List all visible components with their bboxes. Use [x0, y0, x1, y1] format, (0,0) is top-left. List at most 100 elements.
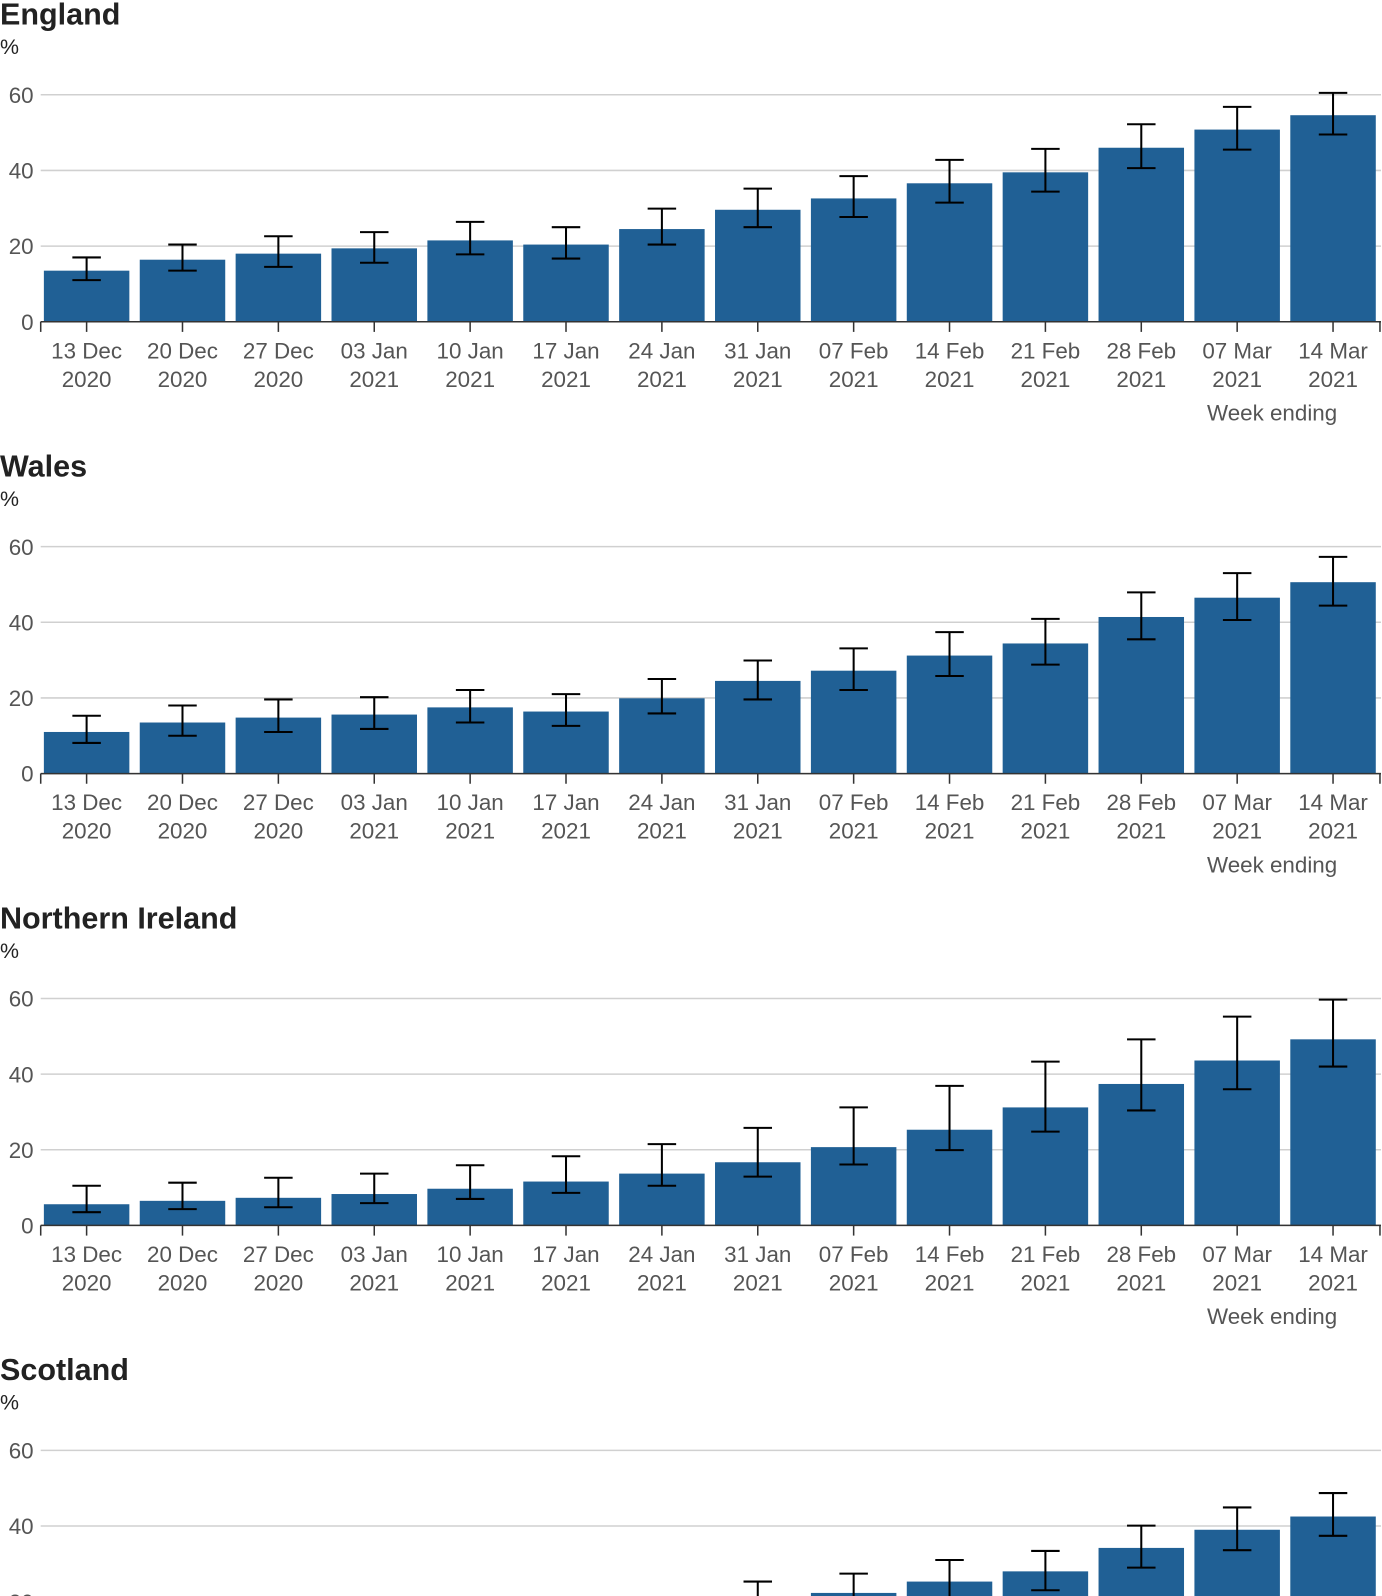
x-tick-label: 28 Feb 2021: [1106, 790, 1176, 843]
x-tick-label: 28 Feb 2021: [1106, 1242, 1176, 1295]
error-bar: [168, 1181, 197, 1211]
x-tick-line: 24 Jan: [628, 1242, 695, 1267]
x-tick-label: 03 Jan 2021: [341, 790, 408, 843]
x-tick-line: 2021: [733, 1271, 783, 1296]
x-tick-line: 13 Dec: [51, 1242, 122, 1267]
bar: [1194, 129, 1280, 322]
x-tick-label: 07 Feb 2021: [819, 338, 889, 391]
x-tick-line: 24 Jan: [628, 338, 695, 363]
x-tick-line: 2021: [445, 367, 495, 392]
x-tick-label: 13 Dec 2020: [51, 338, 122, 391]
x-tick-label: 14 Mar 2021: [1298, 338, 1368, 391]
x-axis-label: Week ending: [1207, 1304, 1337, 1329]
x-tick-label: 24 Jan 2021: [628, 338, 695, 391]
error-bar: [1127, 591, 1156, 641]
x-tick-line: 10 Jan: [437, 1242, 504, 1267]
x-tick-line: 31 Jan: [724, 338, 791, 363]
x-tick-label: 13 Dec 2020: [51, 1242, 122, 1295]
x-tick-line: 2021: [637, 1271, 687, 1296]
error-bar: [1127, 1524, 1156, 1569]
y-axis-label: %: [0, 939, 19, 963]
x-tick-line: 07 Feb: [819, 338, 889, 363]
y-tick-label: 40: [9, 159, 34, 184]
error-bar: [935, 1558, 964, 1596]
y-axis-label: %: [0, 1391, 19, 1415]
x-axis-label: Week ending: [1207, 852, 1337, 877]
x-tick-line: 07 Feb: [819, 790, 889, 815]
x-tick-line: 2021: [1308, 1271, 1358, 1296]
y-tick-label: 60: [9, 987, 34, 1012]
y-tick-label: 20: [9, 234, 34, 259]
x-tick-label: 07 Feb 2021: [819, 1242, 889, 1295]
error-bar: [647, 677, 677, 715]
error-bar: [743, 187, 773, 229]
x-tick-label: 20 Dec 2020: [147, 1242, 218, 1295]
y-tick-label: 0: [21, 762, 33, 787]
error-bar: [1318, 91, 1348, 136]
error-bar: [168, 243, 197, 272]
x-tick-line: 2020: [158, 367, 208, 392]
x-tick-label: 14 Mar 2021: [1298, 790, 1368, 843]
x-tick-line: 03 Jan: [341, 338, 408, 363]
x-tick-line: 10 Jan: [437, 338, 504, 363]
x-tick-line: 13 Dec: [51, 790, 122, 815]
y-axis-label: %: [0, 35, 19, 59]
x-tick-line: 2021: [733, 367, 783, 392]
error-bar: [1031, 617, 1060, 666]
x-tick-line: 17 Jan: [532, 1242, 599, 1267]
x-tick-line: 14 Feb: [915, 338, 985, 363]
x-tick-line: 31 Jan: [724, 790, 791, 815]
x-tick-label: 31 Jan 2021: [724, 790, 791, 843]
y-tick-label: 20: [9, 1138, 34, 1163]
x-tick-line: 2021: [1116, 819, 1166, 844]
x-tick-line: 21 Feb: [1011, 338, 1081, 363]
x-tick-line: 2020: [158, 1271, 208, 1296]
error-bar: [360, 1172, 389, 1205]
x-tick-label: 14 Feb 2021: [915, 1242, 985, 1295]
bar: [1002, 172, 1089, 322]
x-tick-line: 2021: [541, 819, 591, 844]
x-tick-line: 2021: [637, 819, 687, 844]
error-bar: [72, 256, 101, 282]
x-tick-line: 20 Dec: [147, 1242, 218, 1267]
error-bar: [1031, 147, 1060, 193]
x-tick-line: 20 Dec: [147, 790, 218, 815]
bar: [1290, 1039, 1376, 1226]
error-bar: [647, 207, 677, 246]
error-bar: [743, 1580, 773, 1596]
x-tick-line: 13 Dec: [51, 338, 122, 363]
x-tick-line: 2021: [829, 367, 879, 392]
x-tick-line: 03 Jan: [341, 790, 408, 815]
bar: [1098, 616, 1185, 774]
error-bar: [264, 698, 293, 733]
error-bar: [168, 704, 197, 737]
x-tick-label: 20 Dec 2020: [147, 338, 218, 391]
x-tick-line: 27 Dec: [243, 338, 314, 363]
error-bar: [360, 696, 389, 730]
error-bar: [455, 688, 485, 724]
error-bar: [1031, 1060, 1060, 1133]
y-tick-label: 60: [9, 1438, 34, 1463]
bar: [906, 183, 993, 322]
error-bar: [1127, 123, 1156, 170]
y-axis-label: %: [0, 487, 19, 511]
bar: [715, 209, 801, 322]
error-bar: [72, 714, 101, 744]
x-tick-label: 17 Jan 2021: [532, 790, 599, 843]
x-tick-line: 14 Feb: [915, 790, 985, 815]
bar: [1290, 582, 1376, 774]
x-tick-label: 07 Mar 2021: [1202, 1242, 1272, 1295]
x-tick-line: 03 Jan: [341, 1242, 408, 1267]
error-bar: [1222, 572, 1252, 622]
x-tick-line: 2021: [349, 367, 399, 392]
x-axis-label: Week ending: [1207, 400, 1337, 425]
error-bar: [551, 693, 581, 727]
bar: [1098, 147, 1185, 322]
bar: [1290, 115, 1376, 322]
error-bar: [455, 1164, 485, 1200]
x-tick-line: 20 Dec: [147, 338, 218, 363]
x-tick-line: 31 Jan: [724, 1242, 791, 1267]
panel-title: England: [0, 0, 120, 32]
